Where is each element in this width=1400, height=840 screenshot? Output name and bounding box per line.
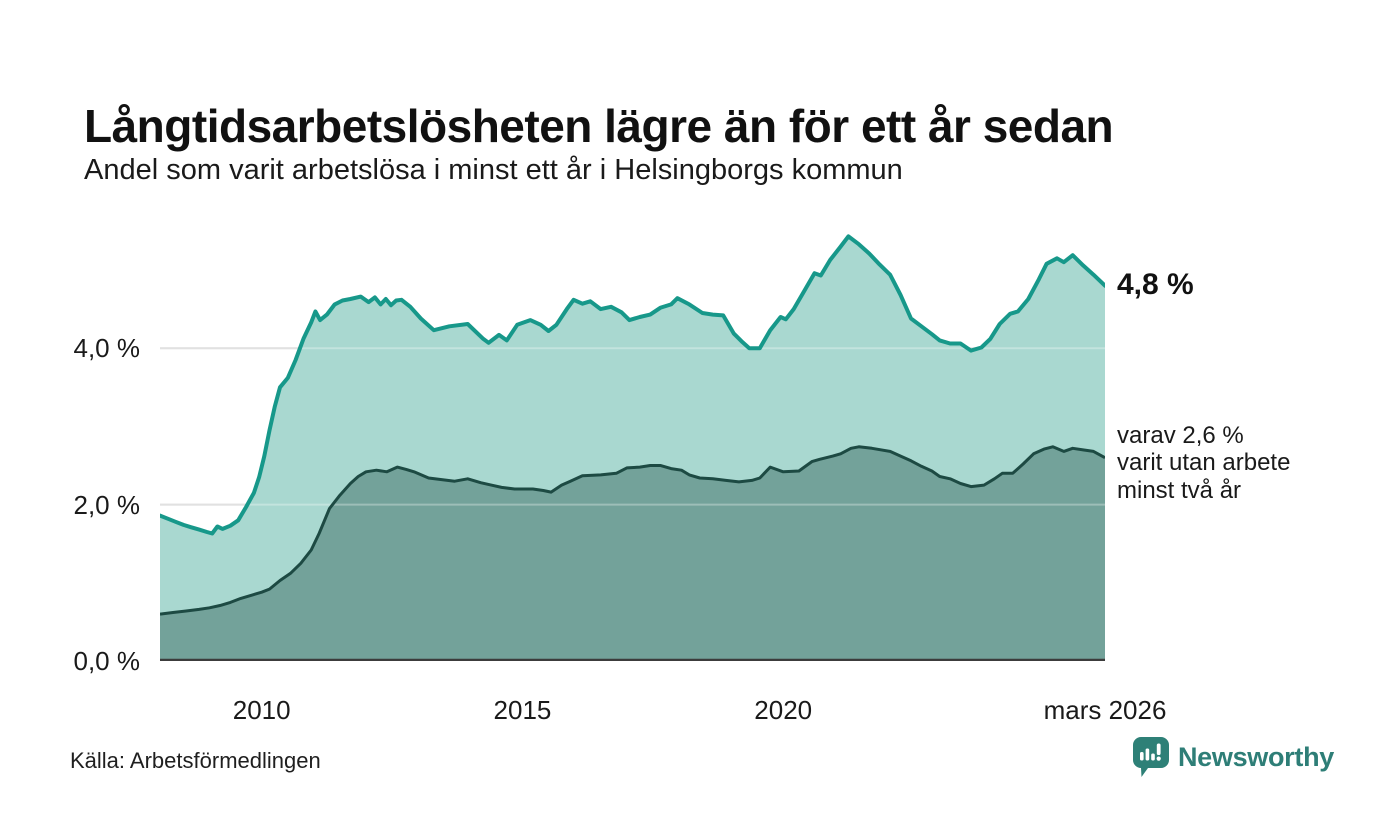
latest-detail-label: varav 2,6 % varit utan arbete minst två … — [1117, 422, 1290, 505]
line-two-years — [160, 445, 1105, 616]
page-subtitle: Andel som varit arbetslösa i minst ett å… — [84, 154, 903, 186]
y-tick-label: 2,0 % — [73, 489, 141, 520]
x-tick-label: mars 2026 — [1043, 695, 1167, 725]
x-tick-label: 2020 — [754, 695, 813, 725]
latest-detail-line: varit utan arbete — [1117, 449, 1291, 477]
page-title: Långtidsarbetslösheten lägre än för ett … — [84, 99, 1114, 152]
newsworthy-logo[interactable]: Newsworthy — [1132, 737, 1334, 777]
area-chart-plot — [160, 234, 1105, 661]
x-tick-label: 2010 — [232, 695, 291, 725]
source-attribution: Källa: Arbetsförmedlingen — [70, 748, 321, 773]
latest-value-label: 4,8 % — [1117, 267, 1194, 301]
latest-detail-line: varav 2,6 % — [1117, 421, 1244, 449]
newsworthy-bubble-chart-icon — [1132, 737, 1169, 777]
area-two-years — [160, 446, 1105, 661]
latest-detail-line: minst två år — [1117, 476, 1242, 504]
newsworthy-wordmark: Newsworthy — [1177, 741, 1334, 772]
x-tick-label: 2015 — [493, 695, 552, 725]
y-tick-label: 4,0 % — [73, 333, 141, 364]
line-total-one-year — [160, 234, 1105, 536]
y-tick-label: 0,0 % — [73, 646, 141, 676]
